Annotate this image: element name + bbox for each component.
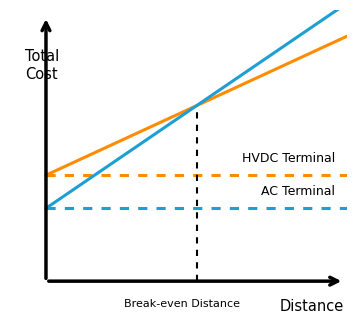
Text: Total
Cost: Total Cost xyxy=(25,49,59,82)
Text: HVDC Terminal: HVDC Terminal xyxy=(242,152,335,165)
Text: AC Terminal: AC Terminal xyxy=(261,185,335,198)
Text: Distance: Distance xyxy=(280,300,344,314)
Text: Break-even Distance: Break-even Distance xyxy=(124,300,240,309)
